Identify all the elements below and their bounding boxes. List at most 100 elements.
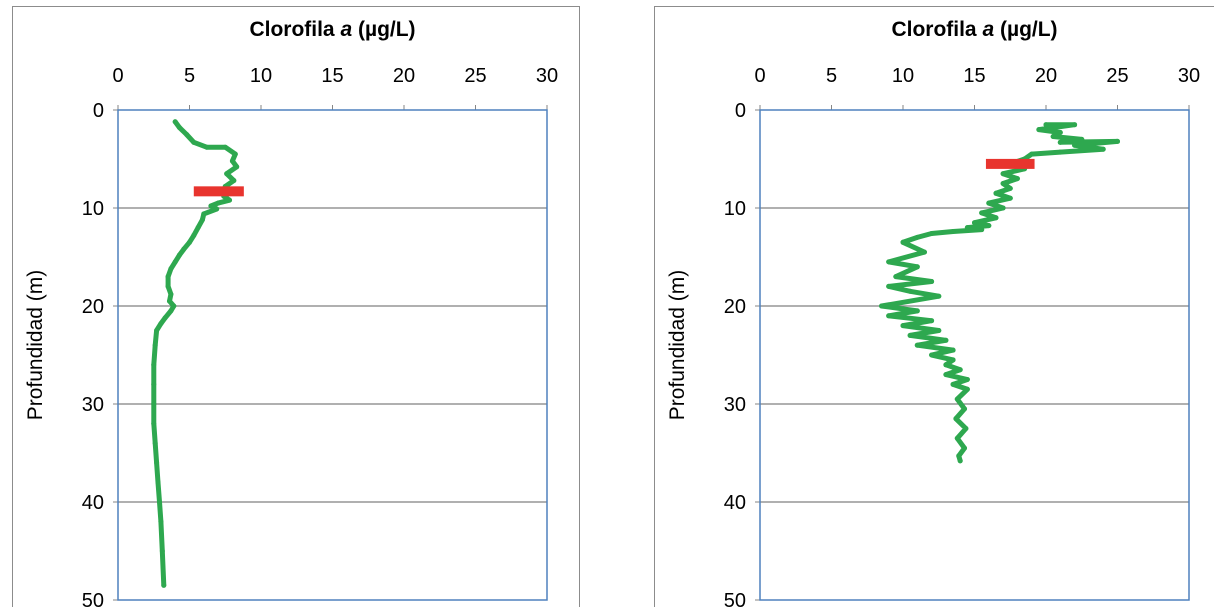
chart-svg: Clorofila a (µg/L) 0 5 10 15 20 25 30 0 10 20 30 40 5… [654, 6, 1214, 607]
x-tick-label: 25 [1106, 65, 1128, 87]
data-point [961, 406, 967, 412]
chart-title-unit: (µg/L) [994, 18, 1057, 41]
data-point [953, 416, 959, 422]
data-point [943, 337, 949, 343]
data-point [914, 234, 920, 240]
data-point [1079, 136, 1085, 142]
y-tick-label: 0 [735, 100, 746, 122]
data-point [151, 362, 157, 368]
data-point [1007, 185, 1013, 191]
x-tick-label: 15 [321, 65, 343, 87]
data-point [936, 293, 942, 299]
data-point [165, 274, 171, 280]
data-point [224, 171, 230, 177]
chart-frame [654, 6, 1214, 607]
chart-title-text: Clorofila [249, 18, 340, 41]
chart-svg: Clorofila a (µg/L) 0 5 10 15 20 25 30 0 10 20 30 40 5… [12, 6, 580, 607]
data-point [222, 144, 228, 150]
chart-title-unit: (µg/L) [352, 18, 415, 41]
data-point [171, 303, 177, 309]
data-point [232, 151, 238, 157]
data-point [201, 211, 207, 217]
chart-title-italic: a [340, 18, 352, 41]
data-point [176, 125, 182, 131]
y-tick-label: 10 [724, 198, 746, 220]
y-axis-title: Profundidad (m) [24, 270, 47, 421]
data-point [159, 548, 165, 554]
data-point [158, 519, 164, 525]
data-point [168, 291, 174, 297]
data-point [972, 220, 977, 226]
data-point [886, 259, 892, 265]
data-point [950, 347, 956, 353]
data-point [181, 246, 187, 252]
data-point [1000, 205, 1006, 211]
data-point [151, 421, 157, 427]
y-tick-label: 10 [82, 198, 104, 220]
data-point [161, 582, 167, 588]
data-point [950, 381, 956, 387]
data-point [1050, 133, 1056, 139]
data-point [929, 230, 935, 236]
data-point [1014, 176, 1020, 182]
y-tick-label: 30 [82, 394, 104, 416]
data-point [921, 249, 927, 255]
data-point [957, 367, 963, 373]
data-point [158, 321, 164, 327]
data-point [214, 206, 220, 212]
chart-panel-left: Clorofila a (µg/L) 0 5 10 15 20 25 30 0 10 20 30 40 5… [12, 0, 580, 607]
y-tick-label: 50 [82, 590, 104, 607]
data-point [152, 440, 158, 446]
x-tick-label: 0 [112, 65, 123, 87]
data-point [886, 313, 892, 319]
data-point [986, 200, 992, 206]
y-axis-title: Profundidad (m) [666, 270, 689, 421]
data-point [907, 288, 913, 294]
data-point [176, 252, 182, 258]
data-point [954, 435, 960, 441]
x-tick-label: 20 [1035, 65, 1057, 87]
data-point [154, 460, 160, 466]
data-point [208, 203, 214, 209]
data-point [166, 298, 172, 304]
data-point [964, 377, 970, 382]
chart-title-italic: a [982, 18, 994, 41]
data-point [979, 227, 985, 233]
data-point [943, 362, 949, 368]
data-point [229, 158, 235, 164]
chart-panel-right: Clorofila a (µg/L) 0 5 10 15 20 25 30 0 10 20 30 40 5… [654, 0, 1214, 607]
data-point [954, 396, 960, 402]
x-tick-label: 15 [963, 65, 985, 87]
data-point [929, 279, 935, 284]
data-point [1029, 151, 1035, 157]
data-point [986, 223, 992, 229]
data-point [957, 458, 963, 464]
chart-frame [12, 6, 580, 607]
chart-title: Clorofila a (µg/L) [249, 18, 415, 41]
y-tick-label: 0 [93, 100, 104, 122]
x-tick-label: 30 [536, 65, 558, 87]
data-point [907, 332, 913, 338]
data-point [187, 239, 192, 245]
data-point [234, 164, 240, 170]
data-point [961, 445, 967, 451]
data-point [914, 308, 920, 314]
data-point [1072, 122, 1078, 128]
data-point [1036, 127, 1042, 133]
data-point [950, 229, 956, 235]
data-point [155, 479, 161, 485]
data-point [151, 381, 157, 387]
data-point [1043, 122, 1049, 128]
data-point [993, 215, 999, 221]
data-point [1057, 139, 1063, 145]
x-tick-label: 5 [184, 65, 195, 87]
data-point [900, 323, 906, 329]
data-point [1000, 181, 1006, 186]
data-point [1100, 146, 1106, 152]
data-point [154, 328, 160, 333]
y-tick-label: 20 [82, 296, 104, 318]
data-point [156, 499, 162, 505]
data-point [1057, 130, 1063, 136]
data-point [172, 259, 178, 265]
y-tick-label: 40 [724, 492, 746, 514]
